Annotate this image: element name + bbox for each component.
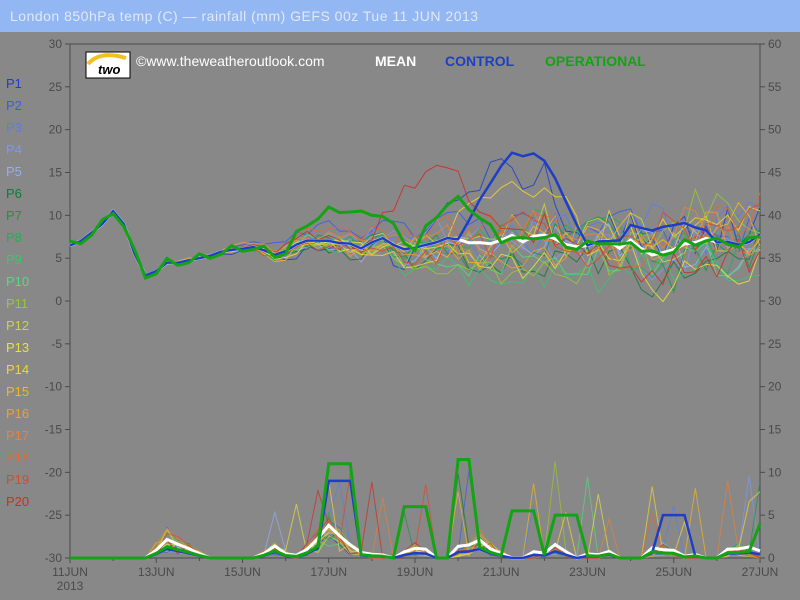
- svg-text:-5: -5: [51, 337, 62, 351]
- logo-text: two: [98, 62, 120, 77]
- svg-text:5: 5: [55, 251, 62, 265]
- svg-text:35: 35: [768, 251, 782, 265]
- svg-text:2013: 2013: [57, 579, 84, 593]
- svg-text:11JUN: 11JUN: [52, 565, 88, 579]
- svg-text:19JUN: 19JUN: [397, 565, 434, 579]
- svg-text:P3: P3: [6, 120, 22, 135]
- svg-text:P1: P1: [6, 76, 22, 91]
- svg-text:-30: -30: [45, 551, 63, 565]
- svg-text:55: 55: [768, 80, 782, 94]
- svg-text:-25: -25: [45, 508, 63, 522]
- svg-text:15: 15: [768, 423, 782, 437]
- svg-text:P20: P20: [6, 494, 29, 509]
- svg-text:25: 25: [768, 337, 782, 351]
- svg-text:©www.theweatheroutlook.com: ©www.theweatheroutlook.com: [136, 53, 325, 69]
- svg-text:15: 15: [49, 166, 63, 180]
- svg-text:P10: P10: [6, 274, 29, 289]
- svg-text:17JUN: 17JUN: [310, 565, 347, 579]
- chart-area: -30 -25 -20 -15 -10 -5 0 5 10 15 20 25 30 0 5 10 15 20 25 3…: [0, 32, 800, 600]
- svg-text:45: 45: [768, 166, 782, 180]
- svg-text:23JUN: 23JUN: [569, 565, 606, 579]
- svg-text:13JUN: 13JUN: [138, 565, 175, 579]
- svg-text:P13: P13: [6, 340, 29, 355]
- svg-text:P14: P14: [6, 362, 29, 377]
- chart-title: London 850hPa temp (C) — rainfall (mm) G…: [10, 8, 479, 24]
- chart-svg: -30 -25 -20 -15 -10 -5 0 5 10 15 20 25 30 0 5 10 15 20 25 3…: [0, 32, 800, 600]
- svg-text:P9: P9: [6, 252, 22, 267]
- svg-text:25: 25: [49, 80, 63, 94]
- svg-text:MEAN: MEAN: [375, 53, 416, 69]
- svg-text:P6: P6: [6, 186, 22, 201]
- chart-container: London 850hPa temp (C) — rainfall (mm) G…: [0, 0, 800, 600]
- svg-text:60: 60: [768, 37, 782, 51]
- svg-text:30: 30: [49, 37, 63, 51]
- svg-text:0: 0: [768, 551, 775, 565]
- svg-text:P19: P19: [6, 472, 29, 487]
- svg-text:CONTROL: CONTROL: [445, 53, 515, 69]
- svg-text:25JUN: 25JUN: [655, 565, 692, 579]
- svg-text:20: 20: [768, 380, 782, 394]
- svg-text:20: 20: [49, 123, 63, 137]
- svg-text:10: 10: [49, 208, 63, 222]
- svg-text:P8: P8: [6, 230, 22, 245]
- svg-text:P2: P2: [6, 98, 22, 113]
- svg-text:P7: P7: [6, 208, 22, 223]
- svg-text:P18: P18: [6, 450, 29, 465]
- svg-text:21JUN: 21JUN: [483, 565, 520, 579]
- svg-text:P17: P17: [6, 428, 29, 443]
- svg-text:P16: P16: [6, 406, 29, 421]
- svg-text:30: 30: [768, 294, 782, 308]
- svg-text:P11: P11: [6, 296, 28, 311]
- svg-text:10: 10: [768, 465, 782, 479]
- svg-text:40: 40: [768, 208, 782, 222]
- svg-text:-20: -20: [45, 465, 63, 479]
- svg-text:P5: P5: [6, 164, 22, 179]
- svg-text:27JUN: 27JUN: [742, 565, 779, 579]
- svg-text:50: 50: [768, 123, 782, 137]
- svg-text:P15: P15: [6, 384, 29, 399]
- svg-text:0: 0: [55, 294, 62, 308]
- title-bar: London 850hPa temp (C) — rainfall (mm) G…: [0, 0, 800, 32]
- svg-text:-15: -15: [45, 423, 63, 437]
- svg-text:P12: P12: [6, 318, 29, 333]
- svg-text:15JUN: 15JUN: [224, 565, 261, 579]
- svg-text:P4: P4: [6, 142, 22, 157]
- svg-text:-10: -10: [45, 380, 63, 394]
- svg-text:OPERATIONAL: OPERATIONAL: [545, 53, 646, 69]
- svg-text:5: 5: [768, 508, 775, 522]
